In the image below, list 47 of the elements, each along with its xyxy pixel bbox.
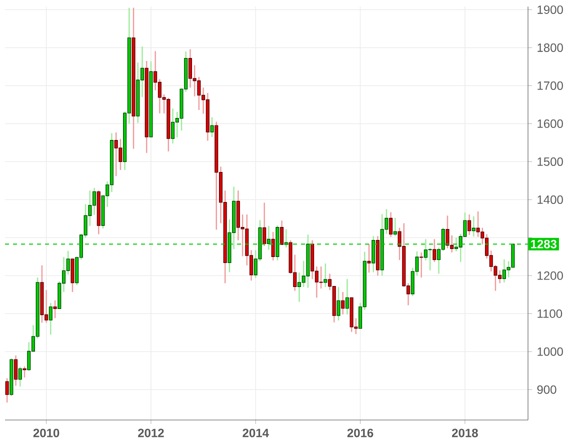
candlestick [319, 266, 323, 290]
y-tick-label: 1000 [538, 347, 563, 356]
y-tick-label: 1400 [538, 195, 563, 204]
candlestick [14, 354, 18, 386]
y-tick-label: 1200 [538, 271, 563, 280]
candlestick [197, 76, 201, 111]
candlestick [114, 132, 118, 177]
candlestick [53, 300, 57, 319]
candlestick [432, 238, 436, 263]
y-tick-label: 1900 [538, 5, 563, 14]
x-tick-label: 2014 [242, 428, 269, 438]
candlestick [446, 215, 450, 249]
y-tick-label: 1700 [538, 81, 563, 90]
candlestick [476, 210, 480, 238]
candlestick [367, 244, 371, 274]
candlestick [468, 214, 472, 236]
candlestick [297, 272, 302, 302]
candlestick [341, 291, 345, 315]
candlestick [280, 220, 284, 246]
candlestick [271, 231, 275, 262]
x-tick-label: 2016 [347, 428, 374, 438]
y-tick-label: 1100 [538, 309, 562, 318]
y-tick-label: 900 [537, 385, 556, 394]
x-tick-label: 2010 [33, 428, 60, 438]
y-tick-label: 1600 [538, 119, 563, 128]
candlestick [324, 262, 328, 288]
y-tick-label: 1500 [538, 157, 563, 166]
candlestick [18, 366, 22, 388]
candlestick [70, 258, 74, 293]
candlestick [118, 138, 122, 171]
candlestick [336, 286, 340, 322]
candlestick [393, 217, 397, 237]
candlestick [345, 278, 349, 315]
candlestick [210, 116, 214, 138]
candlestick [262, 202, 266, 247]
y-tick-label: 1800 [538, 43, 563, 52]
candlestick [389, 212, 393, 238]
candlestick [428, 247, 432, 271]
candlestick [171, 108, 175, 144]
candlestick [48, 302, 52, 336]
x-tick-label: 2012 [138, 428, 164, 438]
candlestick [420, 252, 424, 278]
candlestick [472, 216, 476, 238]
ref-line-label: 1283 [531, 240, 557, 248]
candlestick [22, 366, 26, 378]
x-tick-label: 2018 [452, 428, 478, 438]
candlestick [5, 378, 9, 404]
